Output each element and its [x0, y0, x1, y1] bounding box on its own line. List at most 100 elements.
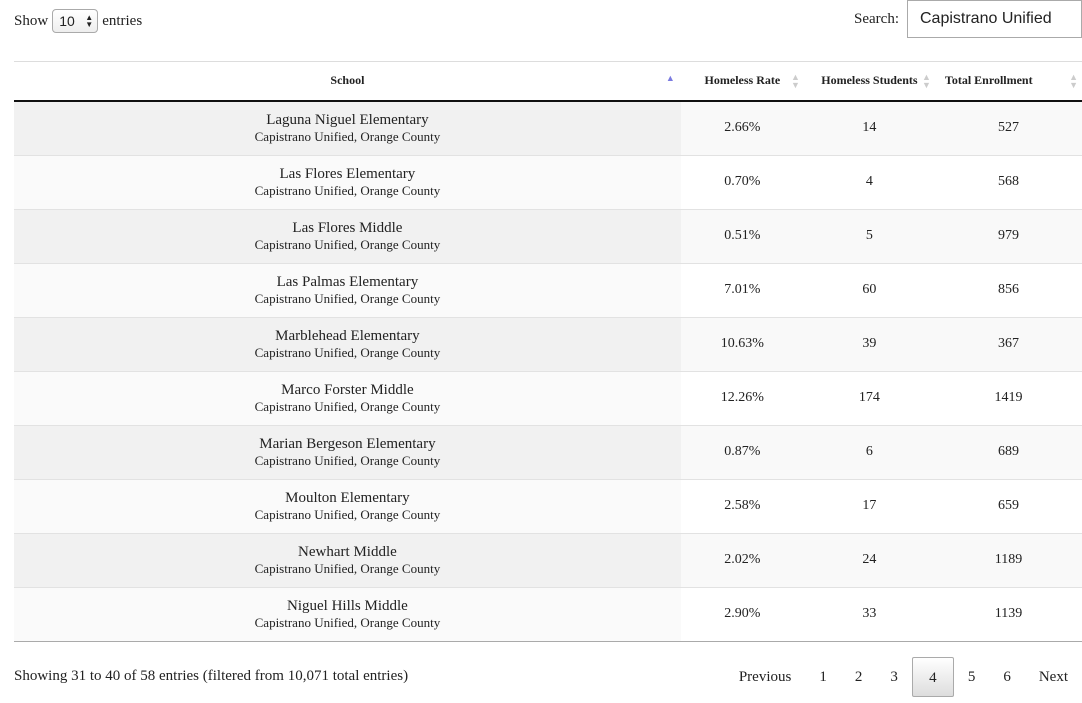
school-district: Capistrano Unified, Orange County	[254, 290, 441, 306]
homeless-students-cell: 24	[803, 533, 935, 588]
homeless-rate-cell: 2.66%	[680, 100, 804, 156]
school-cell: Las Flores Elementary Capistrano Unified,…	[14, 155, 681, 210]
table-row: Moulton Elementary Capistrano Unified, Or…	[14, 479, 1082, 534]
column-header-homeless-students[interactable]: Homeless Students ▲ ▼	[804, 62, 935, 101]
total-enrollment-cell: 856	[934, 263, 1082, 318]
sort-asc-icon: ▲	[665, 73, 675, 83]
total-enrollment-cell: 1419	[934, 371, 1082, 426]
table-row: Laguna Niguel Elementary Capistrano Unifi…	[14, 100, 1082, 156]
page-5-button[interactable]: 5	[967, 669, 976, 685]
header-row: School ▲ Homeless Rate ▲ ▼ Homeless Student…	[14, 61, 1082, 101]
school-name: Marblehead Elementary	[275, 327, 420, 344]
page-2-button[interactable]: 2	[854, 669, 863, 685]
school-cell: Marblehead Elementary Capistrano Unified,…	[14, 317, 681, 372]
select-arrows-icon: ▲ ▼	[85, 13, 94, 29]
length-control: Show 10 ▲ ▼ entries	[14, 9, 142, 33]
header-label: Homeless Rate	[704, 73, 781, 88]
table-row: Marblehead Elementary Capistrano Unified,…	[14, 317, 1082, 372]
school-cell: Niguel Hills Middle Capistrano Unified, O…	[14, 587, 681, 642]
schools-table: School ▲ Homeless Rate ▲ ▼ Homeless Student…	[14, 61, 1082, 642]
search-input[interactable]	[907, 0, 1082, 38]
school-name: Marian Bergeson Elementary	[259, 435, 436, 452]
school-name: Niguel Hills Middle	[287, 597, 408, 614]
total-enrollment-cell: 568	[934, 155, 1082, 210]
sort-both-icon: ▲ ▼	[791, 72, 800, 90]
school-cell: Las Palmas Elementary Capistrano Unified,…	[14, 263, 681, 318]
homeless-rate-cell: 0.87%	[680, 425, 804, 480]
table-row: Las Palmas Elementary Capistrano Unified,…	[14, 263, 1082, 318]
homeless-rate-cell: 2.02%	[680, 533, 804, 588]
homeless-students-cell: 174	[803, 371, 935, 426]
school-name: Las Palmas Elementary	[276, 273, 419, 290]
school-district: Capistrano Unified, Orange County	[254, 182, 441, 198]
school-name: Newhart Middle	[298, 543, 397, 560]
homeless-students-cell: 5	[803, 209, 935, 264]
page-1-button[interactable]: 1	[819, 669, 827, 685]
header-label: School	[330, 73, 365, 88]
entries-value: 10	[59, 13, 75, 29]
homeless-rate-cell: 2.58%	[680, 479, 804, 534]
school-cell: Marian Bergeson Elementary Capistrano Uni…	[14, 425, 681, 480]
school-district: Capistrano Unified, Orange County	[254, 128, 441, 144]
sort-both-icon: ▲ ▼	[1069, 72, 1078, 90]
show-label: Show	[14, 12, 49, 29]
total-enrollment-cell: 659	[934, 479, 1082, 534]
school-cell: Newhart Middle Capistrano Unified, Orange…	[14, 533, 681, 588]
school-district: Capistrano Unified, Orange County	[254, 344, 441, 360]
total-enrollment-cell: 1139	[934, 587, 1082, 642]
school-cell: Las Flores Middle Capistrano Unified, Ora…	[14, 209, 681, 264]
homeless-students-cell: 60	[803, 263, 935, 318]
school-cell: Laguna Niguel Elementary Capistrano Unifi…	[14, 100, 681, 156]
total-enrollment-cell: 367	[934, 317, 1082, 372]
column-header-homeless-rate[interactable]: Homeless Rate ▲ ▼	[681, 62, 804, 101]
table-row: Las Flores Middle Capistrano Unified, Ora…	[14, 209, 1082, 264]
school-cell: Moulton Elementary Capistrano Unified, Or…	[14, 479, 681, 534]
school-name: Las Flores Middle	[292, 219, 403, 236]
header-label: Homeless Students	[821, 73, 918, 88]
pagination: Previous 1 2 3 4 5 6 Next	[725, 657, 1082, 697]
homeless-rate-cell: 7.01%	[680, 263, 804, 318]
homeless-students-cell: 4	[803, 155, 935, 210]
previous-button[interactable]: Previous	[738, 669, 792, 685]
sort-both-icon: ▲ ▼	[922, 72, 931, 90]
school-name: Las Flores Elementary	[279, 165, 416, 182]
homeless-rate-cell: 2.90%	[680, 587, 804, 642]
entries-label: entries	[102, 12, 143, 29]
total-enrollment-cell: 979	[934, 209, 1082, 264]
table-row: Marco Forster Middle Capistrano Unified, …	[14, 371, 1082, 426]
search-control: Search:	[854, 0, 1082, 38]
school-name: Moulton Elementary	[285, 489, 410, 506]
entries-select[interactable]: 10 ▲ ▼	[52, 9, 99, 33]
page-3-button[interactable]: 3	[890, 669, 898, 685]
page-6-button[interactable]: 6	[1003, 669, 1011, 685]
school-name: Laguna Niguel Elementary	[266, 111, 429, 128]
homeless-rate-cell: 12.26%	[680, 371, 804, 426]
school-district: Capistrano Unified, Orange County	[254, 398, 441, 414]
table-row: Marian Bergeson Elementary Capistrano Uni…	[14, 425, 1082, 480]
table-row: Las Flores Elementary Capistrano Unified,…	[14, 155, 1082, 210]
school-district: Capistrano Unified, Orange County	[254, 614, 441, 630]
school-district: Capistrano Unified, Orange County	[254, 506, 441, 522]
search-label: Search:	[854, 10, 899, 27]
column-header-school[interactable]: School ▲	[14, 62, 681, 101]
school-cell: Marco Forster Middle Capistrano Unified, …	[14, 371, 681, 426]
header-label: Total Enrollment	[944, 73, 1033, 88]
homeless-rate-cell: 0.51%	[680, 209, 804, 264]
homeless-students-cell: 14	[803, 100, 935, 156]
homeless-rate-cell: 0.70%	[680, 155, 804, 210]
homeless-students-cell: 17	[803, 479, 935, 534]
homeless-students-cell: 6	[803, 425, 935, 480]
next-button[interactable]: Next	[1038, 669, 1068, 685]
column-header-total-enrollment[interactable]: Total Enrollment ▲ ▼	[935, 62, 1082, 101]
total-enrollment-cell: 689	[934, 425, 1082, 480]
table-row: Niguel Hills Middle Capistrano Unified, O…	[14, 587, 1082, 642]
homeless-students-cell: 39	[803, 317, 935, 372]
table-row: Newhart Middle Capistrano Unified, Orange…	[14, 533, 1082, 588]
school-district: Capistrano Unified, Orange County	[254, 236, 441, 252]
table-info: Showing 31 to 40 of 58 entries (filtered…	[14, 668, 409, 684]
total-enrollment-cell: 527	[934, 100, 1082, 156]
school-name: Marco Forster Middle	[281, 381, 414, 398]
page-4-button-current[interactable]: 4	[911, 657, 954, 697]
total-enrollment-cell: 1189	[934, 533, 1082, 588]
homeless-rate-cell: 10.63%	[680, 317, 804, 372]
